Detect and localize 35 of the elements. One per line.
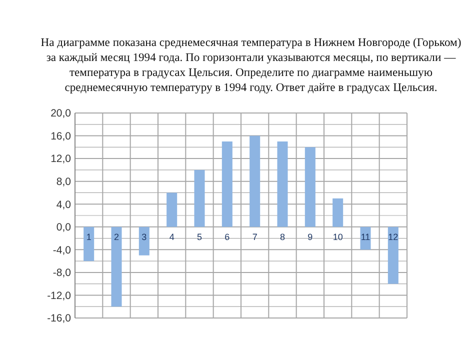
bar	[166, 192, 178, 227]
y-tick-label: -4,0	[52, 244, 72, 256]
x-tick-label: 6	[224, 232, 230, 242]
x-tick-label: 12	[388, 232, 398, 242]
bar	[250, 136, 260, 227]
x-tick-label: 4	[169, 232, 174, 242]
chart-title: На диаграмме показана среднемесячная температура в Нижнем Новгороде (Горьком) за каждый месяц 1994 года. По горизонтали указываются месяцы, по вертикали — температура в градусах Цельсия. Определите по диаграмме наименьшую среднемесячную температуру в 1994 году. Ответ дайте в градусах Цельсия.	[40, 36, 462, 94]
x-tick-label: 7	[252, 232, 258, 242]
y-tick-label: 16,0	[50, 130, 72, 142]
x-tick-label: 2	[114, 232, 120, 242]
y-tick-label: 4,0	[56, 198, 72, 211]
y-tick-label: 20,0	[50, 108, 72, 120]
x-tick-label: 1	[86, 232, 92, 242]
bar	[138, 226, 150, 256]
x-tick-label: 8	[280, 232, 286, 242]
y-tick-label: -8,0	[52, 267, 72, 280]
y-tick-label: 8,0	[56, 176, 72, 188]
bar	[277, 141, 288, 227]
bar	[304, 147, 316, 227]
x-tick-label: 9	[308, 232, 313, 242]
bar	[332, 198, 344, 227]
x-tick-label: 10	[332, 232, 343, 242]
bar	[84, 226, 94, 262]
x-tick-label: 5	[196, 232, 202, 242]
x-tick-label: 11	[360, 232, 370, 242]
x-tick-label: 3	[142, 232, 147, 242]
bar	[194, 170, 205, 227]
bar	[111, 226, 122, 307]
y-tick-label: 0,0	[56, 222, 72, 234]
y-tick-label: 12,0	[50, 153, 72, 166]
y-tick-label: -12,0	[47, 290, 72, 302]
bar	[222, 141, 232, 227]
y-tick-label: -16,0	[47, 312, 72, 325]
bar	[360, 226, 371, 250]
bar	[388, 226, 398, 284]
